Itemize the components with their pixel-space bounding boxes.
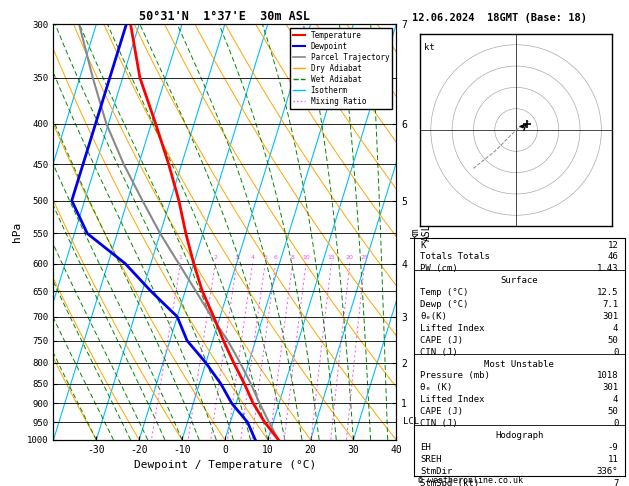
Text: Temp (°C): Temp (°C) <box>420 288 469 297</box>
Text: 2: 2 <box>213 255 218 260</box>
Text: θₑ (K): θₑ (K) <box>420 383 452 392</box>
Text: CIN (J): CIN (J) <box>420 419 458 428</box>
Text: 8: 8 <box>291 255 294 260</box>
Text: 3: 3 <box>235 255 239 260</box>
Text: StmSpd (kt): StmSpd (kt) <box>420 479 479 486</box>
Text: 50: 50 <box>608 407 618 416</box>
Y-axis label: km
ASL: km ASL <box>409 223 431 241</box>
Text: EH: EH <box>420 443 431 452</box>
Text: 12: 12 <box>608 241 618 249</box>
Text: 11: 11 <box>608 455 618 464</box>
Text: 1.43: 1.43 <box>597 264 618 273</box>
Title: 50°31'N  1°37'E  30m ASL: 50°31'N 1°37'E 30m ASL <box>140 10 310 23</box>
Text: 20: 20 <box>346 255 353 260</box>
Text: CIN (J): CIN (J) <box>420 347 458 357</box>
Text: 7: 7 <box>613 479 618 486</box>
Text: 1018: 1018 <box>597 371 618 381</box>
Text: 336°: 336° <box>597 467 618 476</box>
Text: 46: 46 <box>608 252 618 261</box>
Text: CAPE (J): CAPE (J) <box>420 336 463 345</box>
Text: Lifted Index: Lifted Index <box>420 324 485 333</box>
Text: LCL: LCL <box>403 417 420 426</box>
Text: 5: 5 <box>263 255 267 260</box>
Text: CAPE (J): CAPE (J) <box>420 407 463 416</box>
Text: 4: 4 <box>250 255 255 260</box>
Text: Hodograph: Hodograph <box>495 431 543 440</box>
Text: 25: 25 <box>360 255 369 260</box>
Text: © weatheronline.co.uk: © weatheronline.co.uk <box>418 475 523 485</box>
Text: PW (cm): PW (cm) <box>420 264 458 273</box>
Text: θₑ(K): θₑ(K) <box>420 312 447 321</box>
Text: SREH: SREH <box>420 455 442 464</box>
Text: kt: kt <box>425 43 435 52</box>
Text: Pressure (mb): Pressure (mb) <box>420 371 490 381</box>
Text: 4: 4 <box>613 395 618 404</box>
Text: 12.5: 12.5 <box>597 288 618 297</box>
Text: 50: 50 <box>608 336 618 345</box>
Text: -9: -9 <box>608 443 618 452</box>
Text: Surface: Surface <box>501 276 538 285</box>
Text: 15: 15 <box>328 255 335 260</box>
X-axis label: Dewpoint / Temperature (°C): Dewpoint / Temperature (°C) <box>134 460 316 470</box>
Text: 301: 301 <box>602 312 618 321</box>
Text: Lifted Index: Lifted Index <box>420 395 485 404</box>
Text: Dewp (°C): Dewp (°C) <box>420 300 469 309</box>
Y-axis label: hPa: hPa <box>11 222 21 242</box>
Text: 4: 4 <box>613 324 618 333</box>
Text: Totals Totals: Totals Totals <box>420 252 490 261</box>
Legend: Temperature, Dewpoint, Parcel Trajectory, Dry Adiabat, Wet Adiabat, Isotherm, Mi: Temperature, Dewpoint, Parcel Trajectory… <box>290 28 392 109</box>
Text: 6: 6 <box>274 255 277 260</box>
Text: 7.1: 7.1 <box>602 300 618 309</box>
Text: 0: 0 <box>613 419 618 428</box>
Text: 301: 301 <box>602 383 618 392</box>
Text: 10: 10 <box>302 255 310 260</box>
Text: 0: 0 <box>613 347 618 357</box>
Text: 12.06.2024  18GMT (Base: 18): 12.06.2024 18GMT (Base: 18) <box>412 13 587 23</box>
Text: 1: 1 <box>179 255 182 260</box>
Text: StmDir: StmDir <box>420 467 452 476</box>
Text: Most Unstable: Most Unstable <box>484 360 554 368</box>
Text: K: K <box>420 241 426 249</box>
